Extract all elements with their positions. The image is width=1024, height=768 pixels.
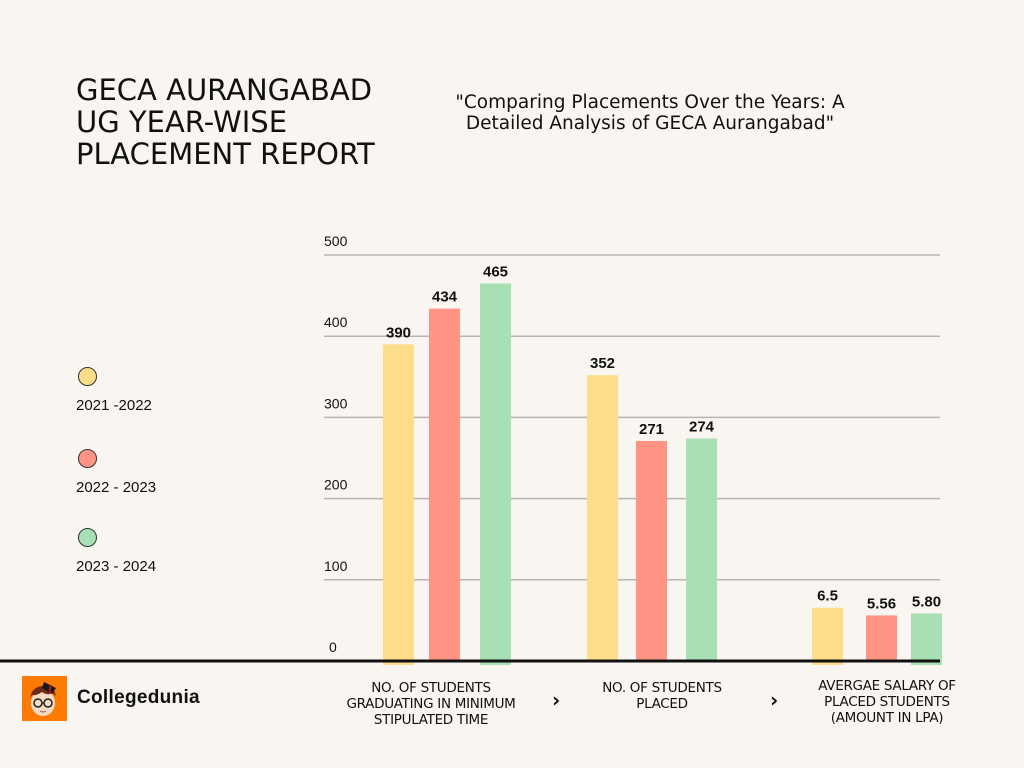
- x-category-line: (AMOUNT IN LPA): [830, 710, 944, 726]
- collegedunia-logo[interactable]: [22, 676, 67, 721]
- legend-label: 2023 - 2024: [76, 558, 157, 575]
- bar: [636, 440, 667, 661]
- bar-value-label: 271: [639, 421, 664, 438]
- bar: [686, 438, 717, 661]
- legend-label: 2021 -2022: [76, 397, 152, 414]
- y-tick-label: 400: [324, 314, 348, 330]
- bar: [812, 607, 843, 665]
- page-subtitle: "Comparing Placements Over the Years: A …: [420, 92, 880, 134]
- bar-value-label: 5.80: [912, 593, 941, 610]
- brand-name[interactable]: Collegedunia: [77, 687, 200, 708]
- x-category-label: AVERGAE SALARY OF PLACED STUDENTS (AMOUN…: [792, 678, 982, 726]
- subtitle-line: "Comparing Placements Over the Years: A: [455, 92, 845, 113]
- y-tick-label: 0: [329, 639, 337, 655]
- legend-swatch-icon: [78, 449, 97, 468]
- x-category-line: NO. OF STUDENTS: [602, 680, 722, 696]
- bar: [587, 375, 618, 661]
- x-category-line: PLACED: [636, 696, 688, 712]
- x-category-line: GRADUATING IN MINIMUM: [346, 696, 516, 712]
- bar: [866, 615, 897, 661]
- y-tick-label: 200: [324, 477, 348, 493]
- chevron-right-icon: ›: [770, 688, 779, 712]
- y-tick-label: 500: [324, 233, 348, 249]
- y-tick-label: 100: [324, 558, 348, 574]
- x-category-label: NO. OF STUDENTS PLACED: [572, 680, 752, 712]
- bar: [480, 283, 511, 665]
- bar-value-label: 390: [386, 324, 411, 341]
- bar: [429, 308, 460, 661]
- legend-swatch-icon: [78, 367, 97, 386]
- x-category-line: AVERGAE SALARY OF: [818, 678, 956, 694]
- x-category-label: NO. OF STUDENTS GRADUATING IN MINIMUM ST…: [316, 680, 546, 728]
- page-title: GECA AURANGABAD UG YEAR-WISE PLACEMENT R…: [76, 74, 375, 170]
- title-line: PLACEMENT REPORT: [76, 137, 375, 171]
- subtitle-line: Detailed Analysis of GECA Aurangabad": [465, 113, 835, 134]
- y-tick-label: 300: [324, 395, 348, 411]
- bar: [911, 613, 942, 665]
- title-line: UG YEAR-WISE: [76, 105, 288, 139]
- legend-swatch-icon: [78, 528, 97, 547]
- x-category-line: NO. OF STUDENTS: [371, 680, 491, 696]
- bar-value-label: 465: [483, 263, 508, 280]
- bar-value-label: 352: [590, 355, 615, 372]
- x-category-line: STIPULATED TIME: [373, 712, 489, 728]
- legend-label: 2022 - 2023: [76, 479, 157, 496]
- bar-value-label: 6.5: [817, 588, 838, 605]
- chevron-right-icon: ›: [552, 688, 561, 712]
- bar-value-label: 274: [689, 419, 715, 436]
- bar-value-label: 5.56: [867, 595, 896, 612]
- bar: [383, 344, 414, 665]
- mascot-icon: [30, 682, 56, 716]
- title-line: GECA AURANGABAD: [76, 73, 373, 107]
- bar-value-label: 434: [432, 289, 458, 306]
- x-category-line: PLACED STUDENTS: [824, 694, 950, 710]
